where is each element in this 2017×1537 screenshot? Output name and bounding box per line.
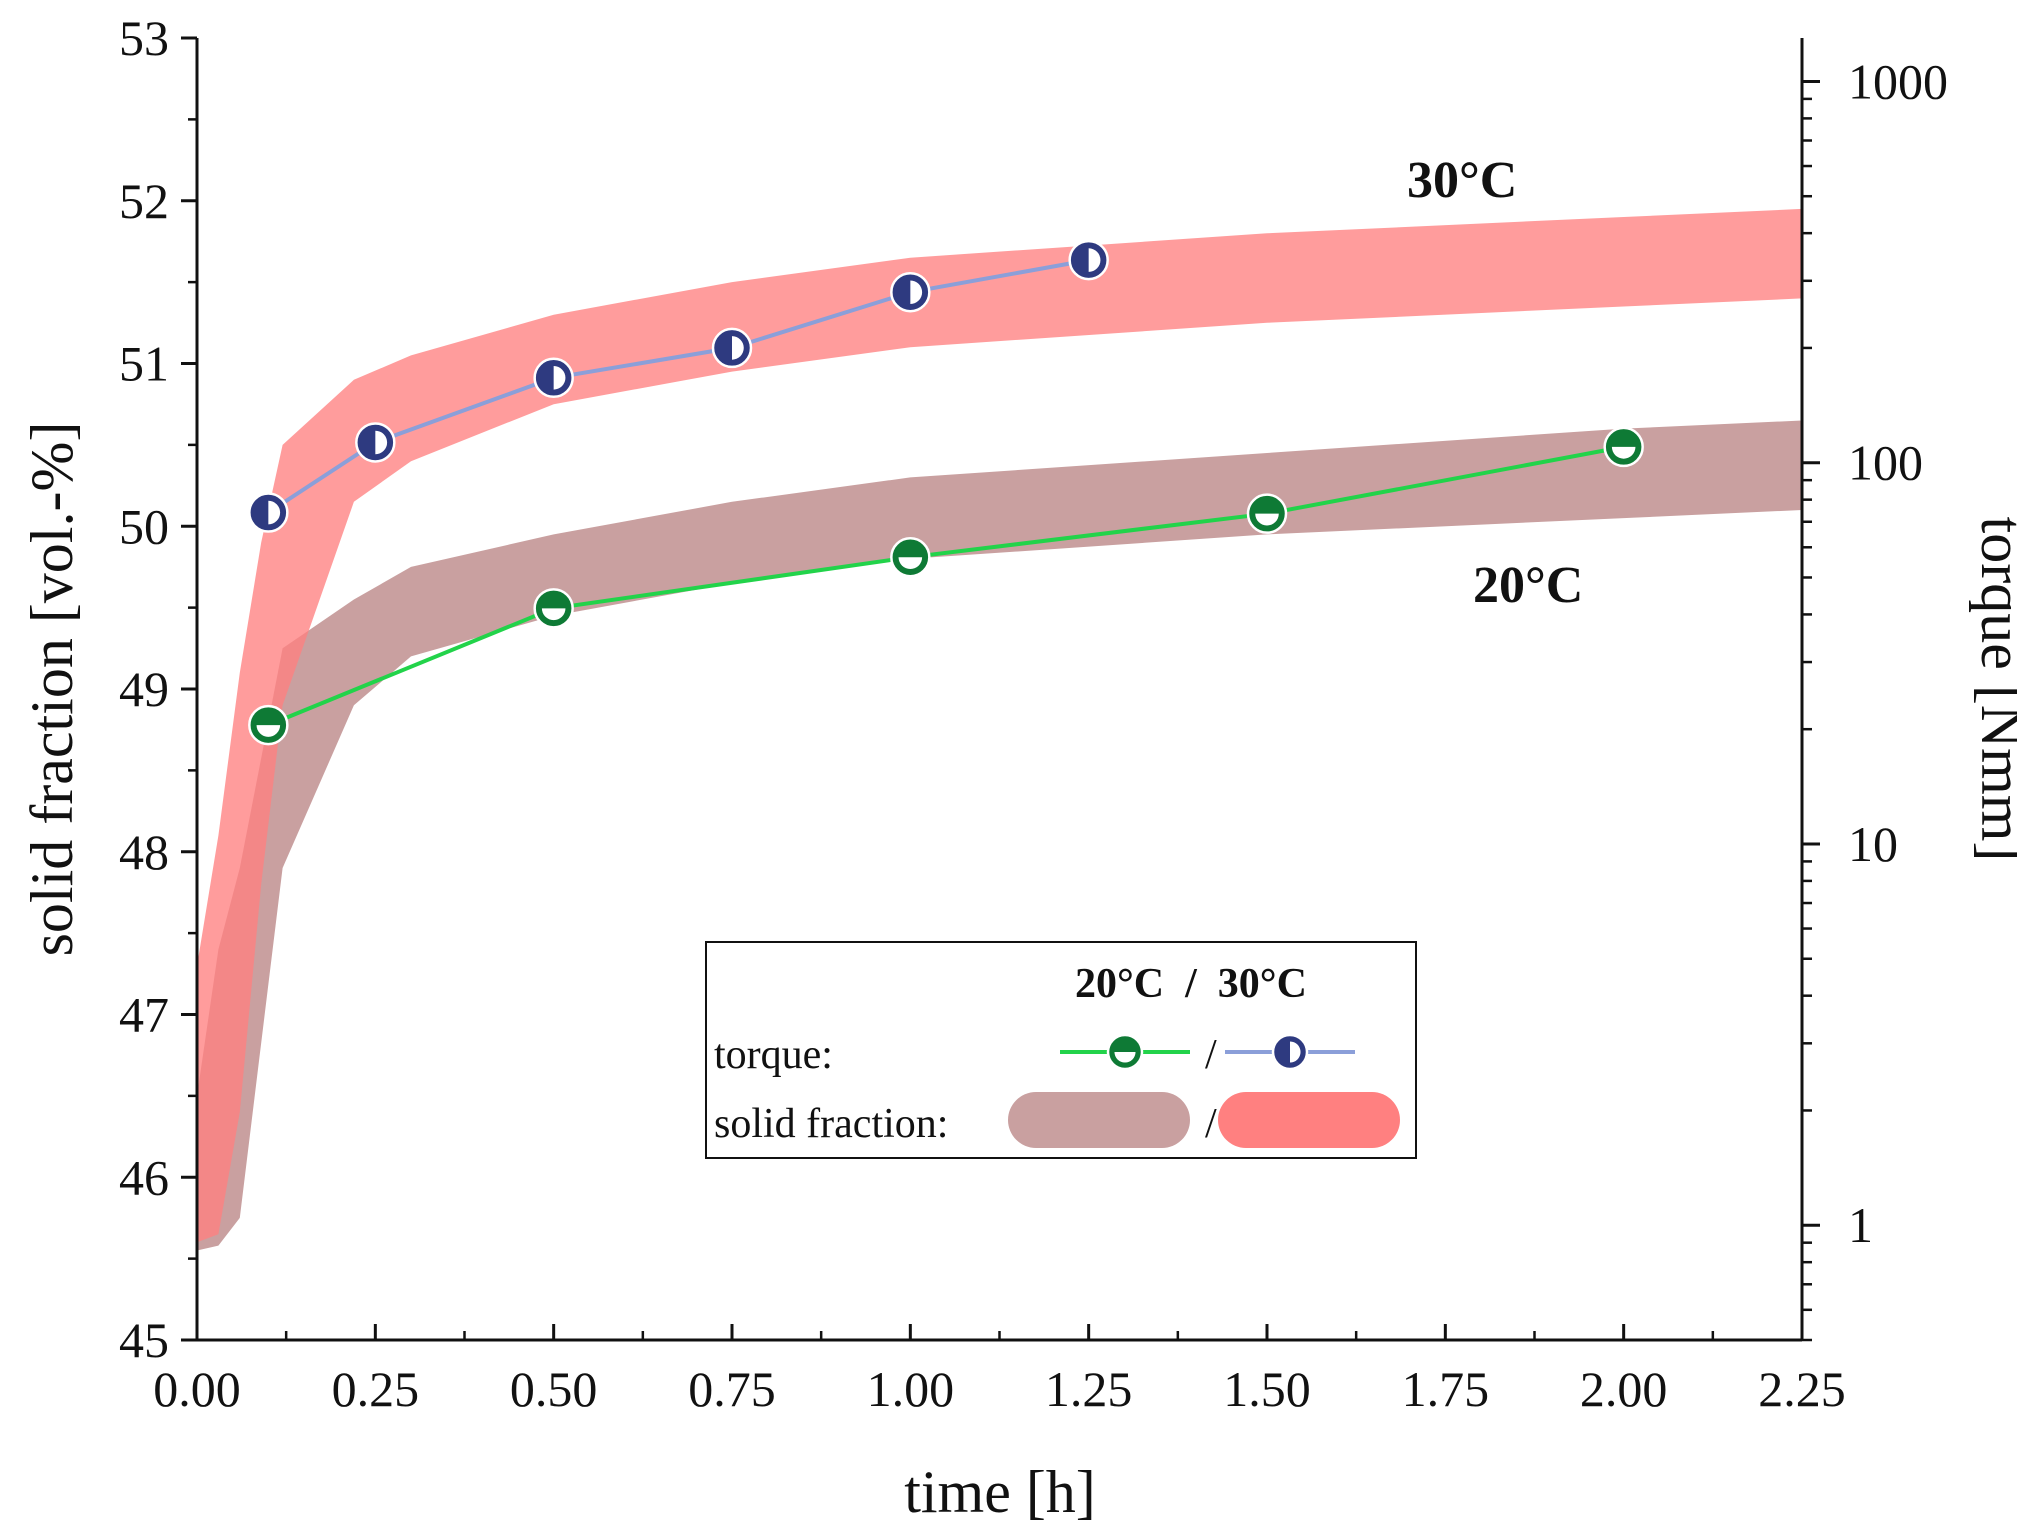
annotation-30c: 30°C: [1407, 152, 1517, 209]
y-tick-label: 48: [119, 824, 169, 880]
torque-point-20c: [890, 536, 931, 578]
torque-point-30c: [711, 327, 753, 369]
x-axis-title: time [h]: [904, 1459, 1096, 1525]
torque-point-20c: [1246, 493, 1288, 534]
y-tick-label: 53: [119, 10, 169, 66]
legend-header: 20°C / 30°C: [1075, 961, 1307, 1007]
y-tick-label: 45: [119, 1312, 169, 1368]
torque-point-30c: [248, 492, 289, 533]
y-tick-label: 46: [119, 1149, 169, 1205]
x-tick-label: 2.25: [1758, 1361, 1846, 1417]
torque-point-30c-half: [268, 500, 281, 525]
y-axis-title: solid fraction [vol.-%]: [19, 422, 85, 957]
x-tick-label: 0.25: [332, 1361, 420, 1417]
y-tick-label: 51: [119, 336, 169, 392]
torque-point-20c: [533, 588, 574, 629]
y-tick-label: 52: [119, 173, 169, 229]
legend-torque-label: torque:: [714, 1032, 833, 1078]
y-tick-label: 50: [119, 498, 169, 554]
y2-tick-label: 1: [1848, 1197, 1873, 1253]
legend: 20°C / 30°C torque: solid fraction: / /: [705, 941, 1417, 1159]
torque-series: [248, 239, 1644, 746]
legend-torque-20c-marker: [1106, 1033, 1144, 1071]
x-tick-label: 0.75: [688, 1361, 776, 1417]
torque-point-30c-half: [910, 280, 923, 304]
x-tick-label: 1.75: [1402, 1361, 1490, 1417]
y-tick-label: 49: [119, 661, 169, 717]
legend-solid-fraction-20c-swatch: [1008, 1092, 1190, 1148]
ticks: 0.00 0.25 0.50 0.75 1.00 1.25 1.50 1.75 2.00 2.25…: [119, 10, 1948, 1417]
band-20c: [197, 420, 1802, 1251]
torque-point-20c: [248, 704, 289, 746]
legend-swatches: [1008, 1033, 1400, 1148]
torque-point-30c-half: [732, 336, 744, 360]
y2-tick-label: 10: [1848, 816, 1898, 872]
y2-axis-title: torque [Nmm]: [1969, 517, 2017, 862]
torque-point-20c-half: [898, 557, 923, 570]
x-tick-label: 0.50: [510, 1361, 598, 1417]
legend-torque-30c-marker: [1271, 1033, 1309, 1071]
annotation-20c: 20°C: [1473, 557, 1583, 614]
y2-tick-label: 100: [1848, 435, 1923, 491]
torque-point-20c-half: [541, 608, 566, 621]
legend-solid-fraction-30c-swatch: [1218, 1092, 1400, 1148]
torque-point-30c-half: [553, 366, 566, 390]
solid-fraction-bands: [197, 208, 1802, 1251]
torque-point-30c: [1068, 239, 1109, 281]
torque-line-30c: [267, 258, 1090, 515]
y-tick-label: 47: [119, 987, 169, 1043]
legend-torque-separator: /: [1205, 1032, 1217, 1078]
torque-point-20c-half: [1611, 446, 1636, 459]
legend-solid-fraction-separator: /: [1205, 1101, 1217, 1147]
x-tick-label: 0.00: [153, 1361, 241, 1417]
legend-torque-30c-marker-half: [1290, 1041, 1301, 1063]
torque-point-30c-half: [1088, 248, 1101, 272]
torque-point-30c: [533, 357, 574, 399]
torque-point-20c-half: [1255, 513, 1279, 526]
x-tick-label: 1.25: [1045, 1361, 1133, 1417]
legend-solid-fraction-label: solid fraction:: [714, 1101, 948, 1147]
torque-point-20c-half: [256, 725, 281, 737]
x-tick-label: 1.00: [867, 1361, 955, 1417]
x-tick-label: 1.50: [1223, 1361, 1311, 1417]
torque-point-30c: [355, 422, 396, 463]
y2-tick-label: 1000: [1848, 53, 1948, 109]
torque-point-20c: [1603, 426, 1644, 468]
x-tick-label: 2.00: [1580, 1361, 1668, 1417]
torque-point-30c: [890, 271, 931, 313]
legend-torque-20c-marker-half: [1114, 1052, 1136, 1063]
torque-point-30c-half: [375, 430, 388, 455]
